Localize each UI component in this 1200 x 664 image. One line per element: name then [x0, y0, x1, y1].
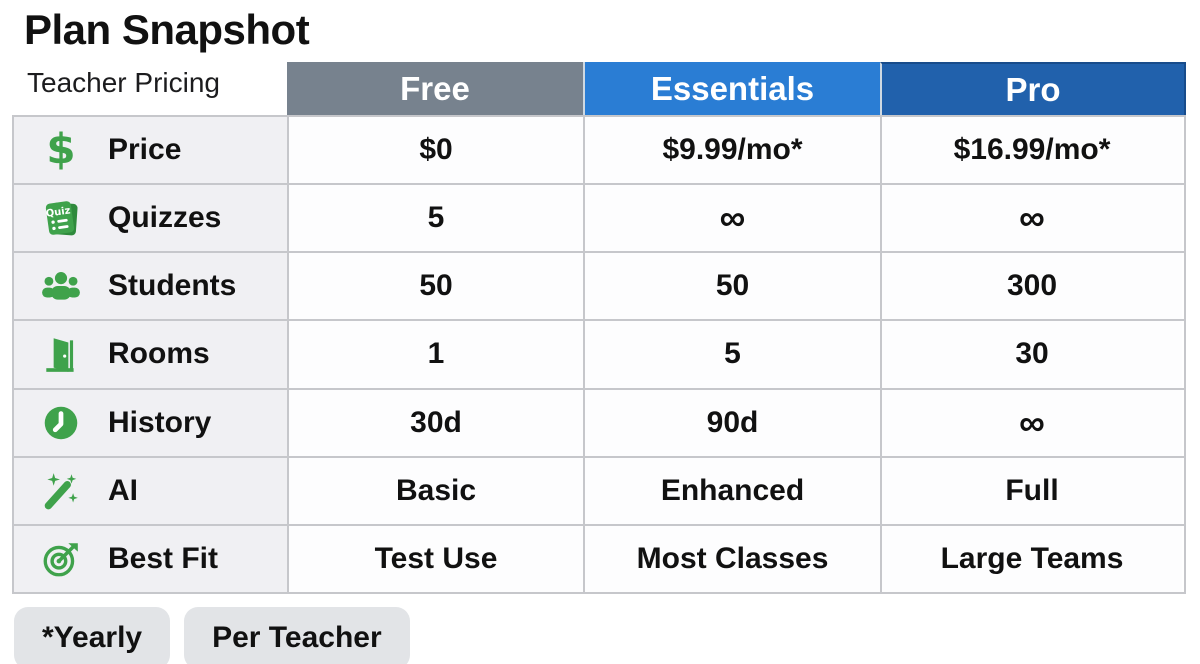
- cell-best-fit-free: Test Use: [287, 525, 583, 592]
- page-subtitle: Teacher Pricing: [27, 67, 220, 98]
- row-header-ai: AI: [14, 457, 287, 524]
- row-header-price: $ Price: [14, 117, 287, 184]
- target-icon: [40, 538, 82, 580]
- row-label: Best Fit: [108, 541, 219, 575]
- cell-best-fit-essentials: Most Classes: [583, 525, 880, 592]
- table-row-students: Students 50 50 300: [14, 253, 1184, 322]
- row-label: History: [108, 405, 212, 439]
- cell-ai-essentials: Enhanced: [583, 457, 880, 524]
- plan-header-essentials: Essentials: [583, 62, 880, 115]
- cell-rooms-pro: 30: [880, 321, 1182, 388]
- row-header-quizzes: Quiz Quizzes: [14, 185, 287, 252]
- footnotes: *Yearly Per Teacher: [14, 607, 410, 664]
- clock-icon: [40, 402, 82, 444]
- quiz-icon: Quiz: [40, 197, 82, 239]
- row-label: Quizzes: [108, 201, 222, 235]
- row-label: Rooms: [108, 337, 210, 371]
- row-header-history: History: [14, 389, 287, 456]
- row-header-best-fit: Best Fit: [14, 525, 287, 592]
- row-label: Price: [108, 133, 182, 167]
- dollar-icon: $: [40, 129, 82, 171]
- footnote-per-teacher: Per Teacher: [184, 607, 410, 664]
- cell-price-pro: $16.99/mo*: [880, 117, 1182, 184]
- cell-history-free: 30d: [287, 389, 583, 456]
- table-row-rooms: Rooms 1 5 30: [14, 321, 1184, 390]
- cell-quizzes-free: 5: [287, 185, 583, 252]
- plan-header-free: Free: [287, 62, 583, 115]
- cell-best-fit-pro: Large Teams: [880, 525, 1182, 592]
- cell-history-pro: ∞: [880, 389, 1182, 456]
- table-row-quizzes: Quiz Quizzes 5 ∞ ∞: [14, 185, 1184, 254]
- svg-text:Quiz: Quiz: [45, 206, 71, 220]
- table-row-ai: AI Basic Enhanced Full: [14, 457, 1184, 526]
- row-label: AI: [108, 473, 138, 507]
- cell-ai-pro: Full: [880, 457, 1182, 524]
- footnote-yearly: *Yearly: [14, 607, 171, 664]
- comparison-table: $ Price $0 $9.99/mo* $16.99/mo* Quiz: [12, 115, 1186, 594]
- table-row-history: History 30d 90d ∞: [14, 389, 1184, 458]
- students-icon: [40, 265, 82, 307]
- cell-quizzes-essentials: ∞: [583, 185, 880, 252]
- cell-students-free: 50: [287, 253, 583, 320]
- plan-header-row: Free Essentials Pro: [287, 62, 1186, 115]
- cell-rooms-essentials: 5: [583, 321, 880, 388]
- table-row-best-fit: Best Fit Test Use Most Classes Large Tea…: [14, 525, 1184, 592]
- cell-price-essentials: $9.99/mo*: [583, 117, 880, 184]
- cell-students-pro: 300: [880, 253, 1182, 320]
- cell-price-free: $0: [287, 117, 583, 184]
- cell-history-essentials: 90d: [583, 389, 880, 456]
- row-header-students: Students: [14, 253, 287, 320]
- wand-icon: [40, 470, 82, 512]
- door-icon: [40, 333, 82, 375]
- table-row-price: $ Price $0 $9.99/mo* $16.99/mo*: [14, 117, 1184, 186]
- row-header-rooms: Rooms: [14, 321, 287, 388]
- page-title: Plan Snapshot: [24, 6, 310, 53]
- row-label: Students: [108, 269, 237, 303]
- cell-ai-free: Basic: [287, 457, 583, 524]
- svg-text:$: $: [46, 129, 75, 171]
- cell-students-essentials: 50: [583, 253, 880, 320]
- cell-rooms-free: 1: [287, 321, 583, 388]
- plan-header-pro: Pro: [880, 62, 1186, 115]
- cell-quizzes-pro: ∞: [880, 185, 1182, 252]
